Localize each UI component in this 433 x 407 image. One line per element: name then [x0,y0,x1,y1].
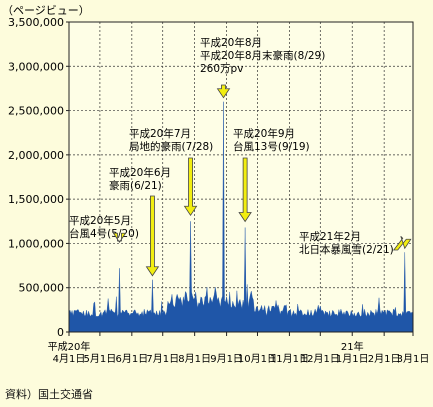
annotation-arrow [112,232,127,243]
x-tick-label: 3月1日 [397,353,430,365]
year-label: 平成20年 [48,340,91,353]
annotation-label: 平成20年5月 [69,214,131,227]
annotation-label: 台風4号(5/20) [69,227,139,240]
x-tick-label: 10月1日 [238,353,277,365]
y-tick-label: 1,000,000 [8,237,64,250]
annotation-label: 台風13号(9/19) [233,140,310,153]
x-tick-label: 7月1日 [146,353,179,365]
y-tick-label: 0 [57,326,64,339]
x-tick-label: 5月1日 [84,353,117,365]
annotation-label: 平成20年8月 [200,36,262,49]
x-tick-label: 11月1日 [270,353,309,365]
annotation-label: 平成20年8月末豪雨(8/29) [200,49,325,62]
annotation-label: 平成20年9月 [233,127,295,140]
x-tick-label: 8月1日 [178,353,211,365]
x-tick-label: 4月1日 [53,353,86,365]
annotation-arrow [392,236,412,251]
annotation-arrow [238,157,252,223]
annotation-arrow [145,195,160,277]
plot-area [69,22,413,332]
y-tick-label: 500,000 [19,282,65,295]
annotation-label: 豪雨(6/21) [109,179,162,192]
annotation-label: 260万pv [200,63,243,75]
page-view-area [68,101,414,333]
annotation-label: 平成20年6月 [109,166,171,179]
x-tick-label: 6月1日 [115,353,148,365]
annotation-arrow [183,157,198,217]
y-axis-label: （ページビュー） [2,4,90,17]
x-tick-label: 2月1日 [368,353,401,365]
annotation-label: 北日本暴風雪(2/21) [299,243,394,256]
y-tick-label: 3,500,000 [8,16,64,29]
x-tick-label: 1月1日 [336,353,369,365]
y-tick-label: 1,500,000 [8,193,64,206]
y-tick-label: 2,000,000 [8,149,64,162]
plot-frame [68,21,414,333]
x-tick-label: 12月1日 [301,353,340,365]
x-tick-label: 9月1日 [210,353,243,365]
source-note: 資料）国土交通省 [5,388,93,401]
annotation-label: 局地的豪雨(7/28) [129,140,213,153]
annotation-label: 平成21年2月 [299,230,361,243]
y-tick-label: 2,500,000 [8,105,64,118]
y-tick-label: 3,000,000 [8,60,64,73]
annotation-arrow [216,84,231,99]
year-label: 21年 [341,340,364,353]
annotation-label: 平成20年7月 [129,127,191,140]
